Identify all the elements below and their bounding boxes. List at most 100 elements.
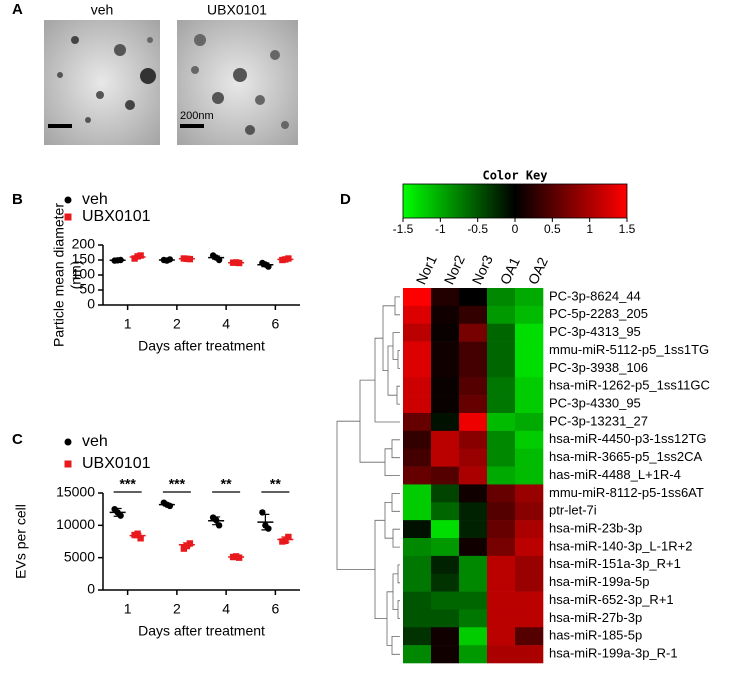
row-label: hsa-miR-151a-3p_R+1 [549, 556, 681, 571]
scale-bar-label: 200nm [180, 110, 214, 122]
color-key [402, 183, 628, 219]
row-label: hsa-miR-199a-3p_R-1 [549, 646, 678, 661]
error-bar [261, 262, 270, 268]
heatmap-cell [459, 448, 488, 467]
heatmap-cell [515, 395, 544, 414]
data-point [215, 522, 223, 529]
heatmap-cell [403, 395, 432, 414]
heatmap-cell [459, 573, 488, 592]
y-axis-label: Particle mean diameter [51, 203, 67, 347]
x-tick-label: 2 [173, 316, 181, 332]
panel-label: C [12, 431, 23, 448]
legend-marker [64, 196, 72, 204]
row-label: has-miR-4488_L+1R-4 [549, 467, 681, 482]
heatmap-cell [431, 430, 460, 450]
row-label: hsa-miR-4450-p3-1ss12TG [549, 431, 707, 446]
y-tick-label: 50 [79, 281, 95, 297]
heatmap-cell [515, 609, 544, 628]
image-label: UBX0101 [207, 2, 267, 18]
legend-label: veh [82, 191, 108, 208]
y-tick-label: 0 [87, 296, 95, 312]
heatmap-cell [431, 573, 460, 592]
heatmap-cell [487, 448, 516, 467]
heatmap-cell [403, 520, 432, 539]
heatmap-cell [487, 395, 516, 414]
heatmap-cell [487, 573, 516, 592]
heatmap-cell [459, 502, 488, 521]
y-tick-label: 100 [72, 266, 96, 282]
heatmap-cell [459, 359, 488, 378]
error-bar [133, 533, 142, 539]
heatmap-cell [515, 555, 544, 575]
x-axis-label: Days after treatment [138, 338, 265, 354]
legend-marker [64, 460, 72, 468]
heatmap-cell [487, 591, 516, 610]
x-tick-label: 6 [271, 316, 279, 332]
heatmap-cell [459, 627, 488, 646]
heatmap-cell [459, 591, 488, 610]
row-label: hsa-miR-23b-3p [549, 521, 642, 536]
color-key-tick-label: -0.5 [467, 222, 488, 236]
heatmap-cell [431, 502, 460, 521]
row-label: mmu-miR-5112-p5_1ss1TG [549, 342, 709, 357]
error-bar [133, 255, 142, 259]
heatmap-cell [515, 288, 544, 307]
heatmap-cell [459, 555, 488, 575]
image-label: veh [91, 2, 114, 18]
heatmap-cell [515, 538, 544, 557]
row-label: hsa-miR-199a-5p [549, 574, 649, 589]
error-bar [182, 542, 191, 548]
panel-label: D [340, 191, 351, 208]
error-bar [162, 502, 171, 507]
row-label: PC-3p-13231_27 [549, 413, 648, 428]
significance-label: ** [270, 476, 281, 492]
heatmap-cell [403, 591, 432, 610]
heatmap-cell [515, 502, 544, 521]
error-bar [182, 257, 191, 260]
heatmap-cell [403, 288, 432, 307]
heatmap-cell [431, 413, 460, 432]
y-tick-label: 5000 [64, 548, 95, 564]
row-label: hsa-miR-3665-p5_1ss2CA [549, 449, 703, 464]
heatmap-cell [487, 484, 516, 503]
x-tick-label: 1 [124, 316, 132, 332]
heatmap-cell [431, 591, 460, 610]
heatmap-cell [431, 359, 460, 378]
column-label: Nor3 [469, 252, 496, 286]
heatmap-cell [403, 430, 432, 450]
significance-label: ** [221, 476, 232, 492]
heatmap-cell [403, 341, 432, 360]
panel-label: A [12, 1, 23, 18]
legend-label: veh [82, 433, 108, 450]
heatmap-cell [487, 323, 516, 342]
heatmap-cell [431, 555, 460, 575]
error-bar [281, 536, 290, 543]
row-label: PC-3p-3938_106 [549, 360, 648, 375]
heatmap-cell [403, 627, 432, 646]
heatmap-cell [403, 484, 432, 503]
y-axis-label: (nm) [68, 261, 84, 290]
legend-marker [64, 438, 72, 446]
color-key-tick-label: 0 [512, 222, 519, 236]
error-bar [212, 516, 221, 526]
x-axis-label: Days after treatment [138, 623, 265, 639]
x-tick-label: 1 [124, 601, 132, 617]
heatmap-cell [515, 448, 544, 467]
heatmap-cell [431, 288, 460, 307]
heatmap-cell [515, 323, 544, 342]
heatmap-cell [459, 645, 488, 664]
row-label: PC-5p-2283_205 [549, 306, 648, 321]
heatmap-cell [515, 359, 544, 378]
heatmap-cell [515, 341, 544, 360]
x-tick-label: 4 [222, 316, 230, 332]
heatmap-cell [459, 430, 488, 450]
row-label: PC-3p-4330_95 [549, 396, 641, 411]
heatmap-cell [431, 484, 460, 503]
heatmap-cell [459, 609, 488, 628]
heatmap-cell [515, 377, 544, 396]
heatmap-cell [403, 555, 432, 575]
heatmap-cell [487, 538, 516, 557]
heatmap-cell [515, 573, 544, 592]
error-bar [232, 555, 241, 559]
heatmap-cell [487, 359, 516, 378]
